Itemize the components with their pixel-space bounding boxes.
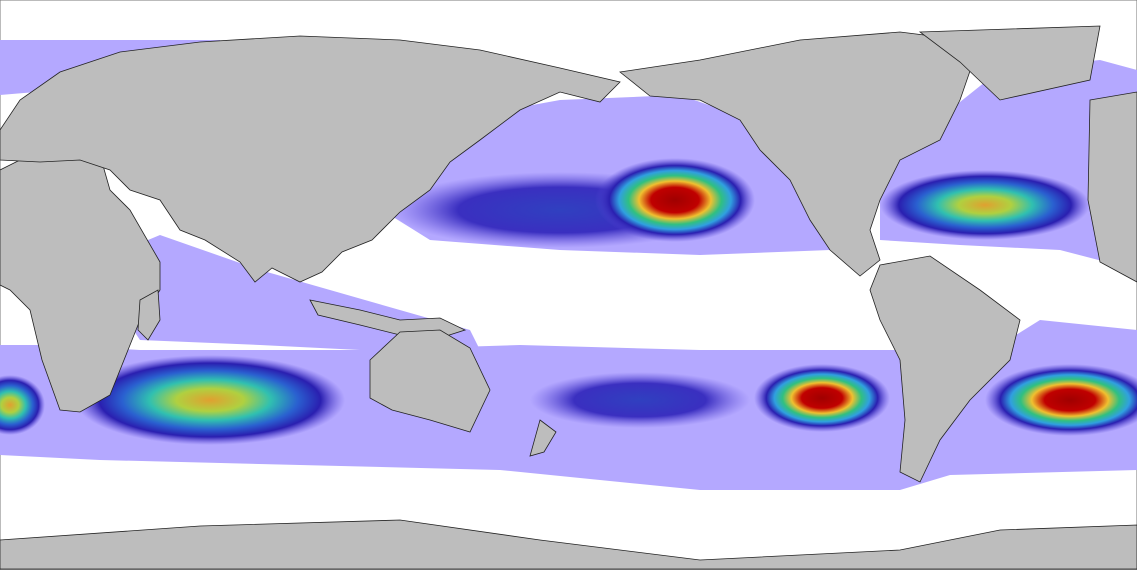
australia — [369, 329, 491, 433]
greenland — [918, 25, 1101, 101]
new-zealand — [529, 419, 557, 457]
madagascar — [137, 289, 161, 341]
patch-north-pacific — [595, 158, 755, 242]
density-patches — [0, 158, 1137, 445]
land — [0, 25, 1137, 570]
maritime-asia — [309, 299, 467, 339]
patch-indian-ocean — [75, 355, 345, 445]
south-america — [869, 255, 1021, 483]
patch-south-pacific — [754, 364, 890, 432]
eurasia — [0, 35, 621, 283]
europe-africa-east-edge — [1087, 91, 1137, 283]
patch-west-edge — [0, 375, 45, 435]
patch-south-pacific-west — [530, 372, 750, 428]
patch-north-atlantic — [880, 170, 1090, 240]
africa — [0, 149, 161, 413]
patch-south-atlantic — [985, 364, 1137, 436]
north-america — [619, 31, 981, 277]
antarctica — [0, 519, 1137, 570]
